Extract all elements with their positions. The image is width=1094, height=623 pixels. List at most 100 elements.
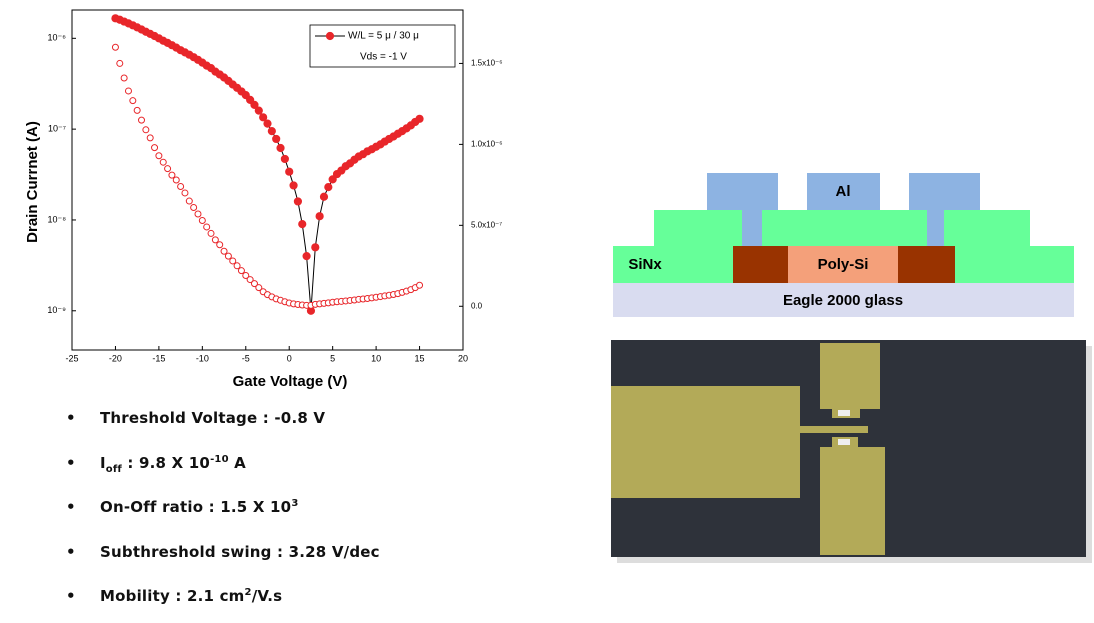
legend-label: W/L = 5 μ / 30 μ bbox=[348, 31, 419, 42]
y2-tick-label: 0.0 bbox=[471, 301, 483, 310]
data-point bbox=[324, 183, 333, 192]
plot-frame bbox=[71, 9, 464, 351]
contact bbox=[742, 210, 762, 246]
data-point bbox=[293, 197, 303, 206]
y-tick-label: 10⁻⁹ bbox=[47, 305, 66, 315]
data-point bbox=[328, 175, 337, 184]
pad bbox=[611, 386, 800, 498]
cross-section: Eagle 2000 glass Poly-Si SiNx Al bbox=[613, 173, 1074, 317]
micrograph bbox=[611, 340, 1092, 563]
data-point bbox=[151, 144, 159, 152]
data-point bbox=[207, 229, 215, 237]
data-point bbox=[315, 212, 324, 221]
x-tick-label: 15 bbox=[415, 353, 425, 363]
bullet-text: On-Off ratio : 1.5 X 10 bbox=[100, 498, 292, 516]
data-point bbox=[224, 252, 232, 260]
metal bbox=[807, 173, 880, 210]
metal bbox=[909, 173, 980, 210]
via bbox=[838, 439, 850, 445]
superscript: 3 bbox=[291, 498, 299, 509]
data-point bbox=[272, 134, 281, 144]
insulator-top bbox=[654, 210, 742, 246]
y2-tick-label: 1.5x10⁻⁶ bbox=[471, 59, 503, 68]
data-point bbox=[198, 216, 206, 224]
data-point bbox=[172, 176, 180, 184]
bullet-text: : 9.8 X 10 bbox=[121, 454, 211, 472]
channel-strip bbox=[798, 426, 868, 433]
channel-label: Poly-Si bbox=[818, 256, 869, 273]
data-point bbox=[298, 220, 307, 229]
bullet: Mobility : 2.1 cm2/V.s bbox=[66, 587, 282, 605]
insulator-top bbox=[762, 210, 927, 246]
x-tick-label: -5 bbox=[242, 353, 250, 363]
data-point bbox=[120, 74, 128, 82]
substrate bbox=[613, 283, 1074, 317]
bullet: On-Off ratio : 1.5 X 103 bbox=[66, 498, 299, 516]
data-point bbox=[254, 106, 263, 115]
bullet-text: I bbox=[100, 454, 106, 472]
bullet-text: Subthreshold swing : 3.28 V/dec bbox=[100, 543, 380, 561]
substrate-label: Eagle 2000 glass bbox=[783, 292, 903, 309]
data-point bbox=[124, 87, 132, 95]
data-point bbox=[111, 43, 119, 51]
x-tick-label: 20 bbox=[458, 353, 468, 363]
data-point bbox=[220, 247, 228, 255]
data-point bbox=[133, 106, 141, 114]
data-point bbox=[263, 119, 272, 128]
contact bbox=[927, 210, 944, 246]
pad bbox=[820, 343, 880, 409]
x-tick-label: -25 bbox=[65, 353, 78, 363]
data-point bbox=[168, 171, 176, 179]
data-point bbox=[146, 134, 154, 142]
x-tick-label: 0 bbox=[287, 353, 292, 363]
data-point bbox=[237, 267, 245, 275]
superscript: 2 bbox=[244, 587, 252, 598]
data-point bbox=[267, 127, 276, 136]
data-point bbox=[229, 257, 237, 265]
data-point bbox=[233, 262, 241, 270]
bullet: Ioff : 9.8 X 10-10 A bbox=[66, 454, 246, 475]
x-tick-label: 10 bbox=[371, 353, 381, 363]
x-tick-label: -20 bbox=[109, 353, 122, 363]
y-tick-label: 10⁻⁷ bbox=[48, 124, 66, 134]
data-point bbox=[415, 114, 424, 123]
x-tick-label: 5 bbox=[330, 353, 335, 363]
data-point bbox=[190, 204, 198, 212]
data-point bbox=[250, 280, 258, 288]
data-point bbox=[242, 272, 250, 280]
data-point bbox=[155, 152, 163, 160]
y-tick-label: 10⁻⁸ bbox=[47, 214, 66, 224]
data-point bbox=[259, 113, 268, 122]
data-point bbox=[246, 276, 254, 284]
legend-note: Vds = -1 V bbox=[360, 52, 407, 63]
y2-tick-label: 1.0x10⁻⁶ bbox=[471, 139, 503, 148]
data-point bbox=[185, 197, 193, 205]
pad bbox=[820, 447, 885, 555]
y-axis-label: Drain Currnet (A) bbox=[24, 121, 41, 243]
x-tick-label: -15 bbox=[152, 353, 165, 363]
data-point bbox=[280, 154, 289, 164]
data-point bbox=[194, 210, 202, 218]
data-point bbox=[177, 182, 185, 190]
data-point bbox=[289, 181, 298, 190]
bullet-text: /V.s bbox=[251, 587, 283, 605]
data-point bbox=[138, 116, 146, 124]
bullet: Subthreshold swing : 3.28 V/dec bbox=[66, 543, 380, 561]
data-point bbox=[276, 143, 285, 153]
data-point bbox=[181, 189, 189, 197]
channel bbox=[788, 246, 898, 283]
data-point bbox=[129, 97, 137, 105]
metal-label: Al bbox=[836, 183, 851, 200]
x-axis-label: Gate Voltage (V) bbox=[233, 373, 348, 390]
data-point bbox=[159, 158, 167, 166]
data-point bbox=[250, 100, 259, 109]
bullet-text: Threshold Voltage : -0.8 V bbox=[100, 409, 326, 427]
data-point bbox=[142, 126, 150, 134]
legend-box bbox=[309, 24, 456, 68]
metal bbox=[707, 173, 778, 210]
insulator-label: SiNx bbox=[628, 256, 662, 273]
via bbox=[838, 410, 850, 416]
data-point bbox=[164, 165, 172, 173]
